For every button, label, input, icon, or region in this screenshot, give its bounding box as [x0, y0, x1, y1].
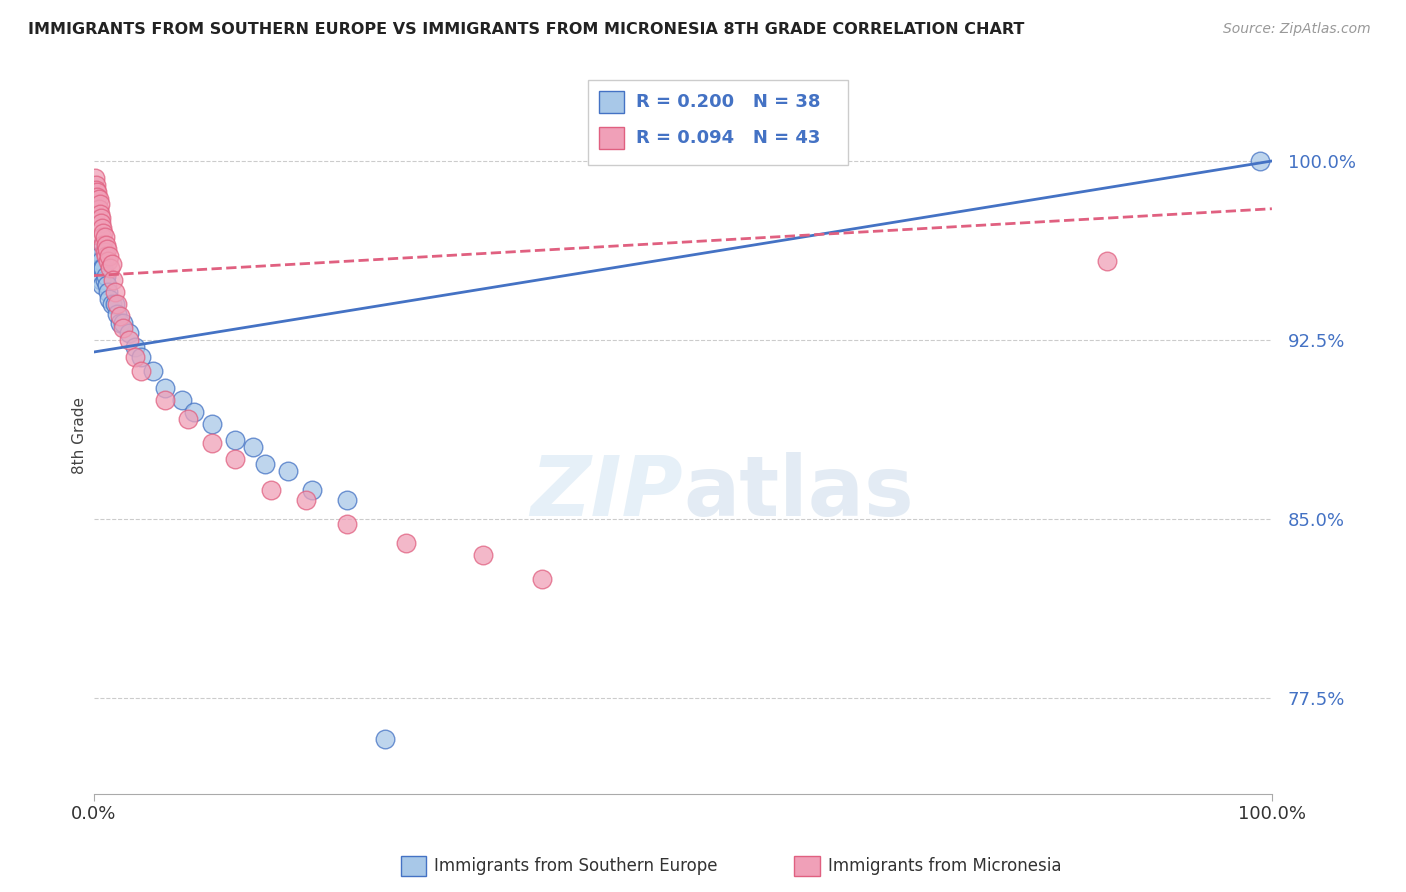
- Point: [104, 297, 127, 311]
- Text: Immigrants from Southern Europe: Immigrants from Southern Europe: [434, 857, 718, 875]
- Point: [124, 350, 146, 364]
- Point: [153, 392, 176, 407]
- Point: [142, 364, 165, 378]
- Point: [100, 257, 122, 271]
- Point: [87, 244, 110, 259]
- Point: [90, 211, 112, 226]
- Point: [112, 321, 135, 335]
- Point: [224, 434, 246, 448]
- Point: [93, 273, 115, 287]
- Point: [90, 216, 112, 230]
- Point: [97, 254, 120, 268]
- Point: [118, 326, 141, 340]
- Point: [91, 230, 114, 244]
- Point: [336, 516, 359, 531]
- Point: [87, 202, 110, 216]
- Point: [118, 333, 141, 347]
- Point: [100, 261, 122, 276]
- Text: R = 0.200   N = 38: R = 0.200 N = 38: [636, 93, 820, 111]
- Point: [94, 237, 117, 252]
- Point: [471, 548, 494, 562]
- Point: [89, 261, 111, 276]
- Point: [172, 392, 194, 407]
- Point: [93, 261, 115, 276]
- Point: [253, 457, 276, 471]
- Point: [242, 441, 264, 455]
- Point: [91, 278, 114, 293]
- Point: [98, 250, 121, 264]
- Point: [96, 278, 118, 293]
- Point: [84, 170, 107, 185]
- Point: [104, 285, 127, 300]
- Point: [96, 243, 118, 257]
- Point: [336, 493, 359, 508]
- Point: [91, 220, 114, 235]
- Text: R = 0.094   N = 43: R = 0.094 N = 43: [636, 129, 820, 147]
- Point: [86, 190, 108, 204]
- Point: [90, 254, 112, 268]
- Point: [84, 243, 107, 257]
- Point: [86, 185, 108, 199]
- Point: [1095, 254, 1118, 268]
- Point: [395, 536, 418, 550]
- Point: [201, 417, 224, 431]
- Point: [183, 405, 205, 419]
- Point: [301, 483, 323, 498]
- Point: [1249, 153, 1271, 168]
- Text: ZIP: ZIP: [530, 452, 683, 533]
- Point: [93, 226, 115, 240]
- Point: [94, 250, 117, 264]
- Y-axis label: 8th Grade: 8th Grade: [72, 397, 87, 474]
- Point: [93, 237, 115, 252]
- Point: [100, 297, 122, 311]
- Point: [108, 309, 131, 323]
- Point: [93, 230, 115, 244]
- Point: [89, 197, 111, 211]
- Point: [107, 307, 129, 321]
- Point: [177, 412, 200, 426]
- Point: [93, 244, 115, 259]
- Point: [87, 192, 110, 206]
- Point: [201, 435, 224, 450]
- Point: [374, 731, 396, 746]
- Point: [129, 350, 152, 364]
- Point: [89, 206, 111, 220]
- Point: [84, 183, 107, 197]
- Point: [224, 452, 246, 467]
- Point: [90, 273, 112, 287]
- Point: [87, 254, 110, 268]
- Point: [107, 297, 129, 311]
- Point: [86, 259, 108, 273]
- Point: [530, 572, 553, 586]
- Point: [129, 364, 152, 378]
- Point: [277, 464, 299, 478]
- Point: [108, 316, 131, 330]
- Point: [97, 285, 120, 300]
- Text: Immigrants from Micronesia: Immigrants from Micronesia: [828, 857, 1062, 875]
- Point: [91, 261, 114, 276]
- Point: [259, 483, 281, 498]
- Point: [94, 268, 117, 283]
- Text: IMMIGRANTS FROM SOUTHERN EUROPE VS IMMIGRANTS FROM MICRONESIA 8TH GRADE CORRELAT: IMMIGRANTS FROM SOUTHERN EUROPE VS IMMIG…: [28, 22, 1025, 37]
- Point: [112, 316, 135, 330]
- Point: [98, 293, 121, 307]
- Point: [124, 340, 146, 354]
- Point: [86, 250, 108, 264]
- Text: atlas: atlas: [683, 452, 914, 533]
- Point: [101, 273, 124, 287]
- Point: [153, 381, 176, 395]
- Point: [89, 250, 111, 264]
- Point: [295, 493, 318, 508]
- Text: Source: ZipAtlas.com: Source: ZipAtlas.com: [1223, 22, 1371, 37]
- Point: [84, 178, 107, 192]
